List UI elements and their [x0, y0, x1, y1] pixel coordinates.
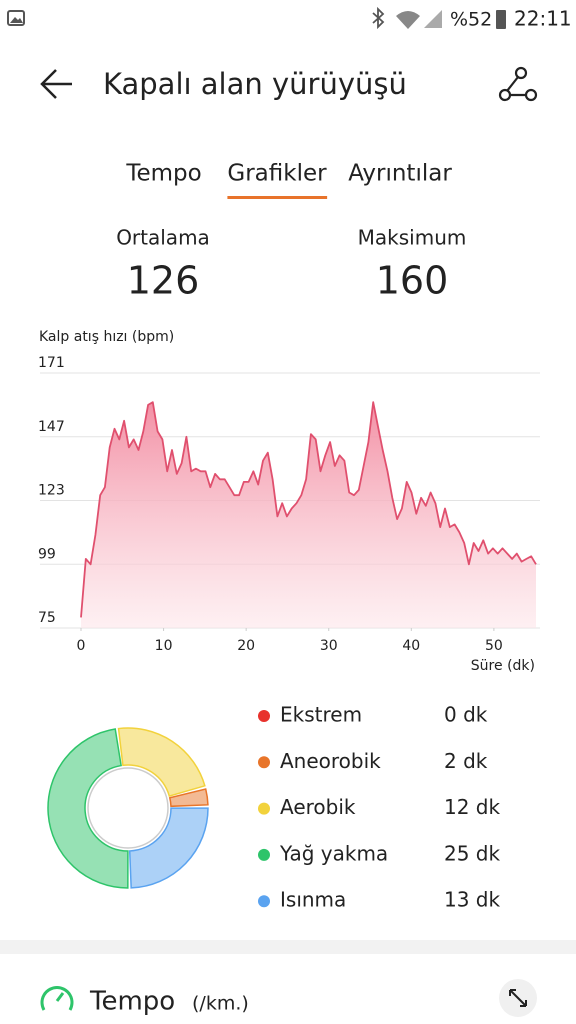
legend-dot: [258, 802, 270, 815]
back-button[interactable]: [40, 69, 72, 99]
gauge-needle: [55, 992, 65, 1002]
wifi-icon: [396, 11, 420, 29]
expand-arrows: [509, 989, 527, 1007]
x-tick-label: 40: [402, 638, 420, 654]
zone-duration: 25 dk: [444, 841, 501, 865]
x-tick-label: 10: [155, 638, 173, 654]
zone-segment: [128, 807, 209, 889]
share-button[interactable]: [498, 66, 538, 102]
heart-rate-line: [80, 401, 537, 618]
zone-duration: 12 dk: [444, 795, 501, 819]
tab[interactable]: Ayrıntılar: [348, 161, 452, 187]
legend-label: Aerobik: [280, 795, 356, 819]
y-tick-label: 75: [38, 610, 56, 626]
y-tick-label: 147: [38, 419, 65, 435]
tempo-icon: [40, 986, 74, 1011]
zone-duration: 0 dk: [444, 703, 488, 727]
donut-inner-ring: [87, 767, 169, 849]
section-unit: (/km.): [192, 993, 249, 1015]
x-tick-label: 50: [485, 638, 503, 654]
zone-segment: [117, 727, 206, 797]
share-node: [498, 88, 512, 102]
section-title: Tempo: [89, 987, 175, 1017]
legend-label: Yağ yakma: [279, 841, 388, 865]
stat-value: 126: [127, 259, 200, 303]
legend-label: Ekstrem: [280, 703, 362, 727]
legend-dot: [258, 710, 270, 722]
tab[interactable]: Grafikler: [227, 161, 327, 187]
y-tick-label: 123: [38, 483, 65, 499]
gauge-arc: [40, 986, 74, 1011]
legend-dot: [258, 895, 270, 908]
gallery-icon: [7, 10, 25, 26]
x-tick-label: 30: [320, 638, 338, 654]
y-axis-label: Kalp atış hızı (bpm): [39, 329, 174, 345]
x-tick-label: 20: [237, 638, 255, 654]
gallery-icon-inner: [10, 17, 23, 23]
share-node: [514, 66, 528, 80]
stat-value: 160: [376, 259, 449, 303]
stat-label: Maksimum: [358, 226, 467, 250]
stat-label: Ortalama: [116, 226, 210, 250]
legend-dot: [258, 756, 270, 769]
zone-segment: [168, 788, 209, 808]
share-lines: [506, 76, 526, 97]
bluetooth-icon: [372, 6, 385, 30]
x-axis-label: Süre (dk): [471, 658, 535, 674]
legend-label: Isınma: [280, 888, 346, 912]
legend-label: Aneorobik: [280, 749, 381, 773]
zone-duration: 2 dk: [444, 749, 488, 773]
battery-icon: [496, 10, 506, 29]
expand-button[interactable]: [499, 979, 537, 1017]
clock: 22:11: [514, 7, 572, 31]
tab[interactable]: Tempo: [125, 161, 201, 187]
y-tick-label: 171: [38, 355, 65, 371]
section-divider: [0, 940, 576, 954]
x-tick-label: 0: [77, 638, 86, 654]
share-node: [524, 88, 538, 102]
zone-duration: 13 dk: [444, 888, 501, 912]
page-title: Kapalı alan yürüyüşü: [103, 67, 407, 101]
y-tick-label: 99: [38, 546, 56, 562]
zone-segment: [47, 728, 129, 889]
signal-icon: [424, 10, 442, 28]
battery-percent: %52: [450, 9, 492, 31]
area-fill: [81, 402, 536, 628]
legend-dot: [258, 848, 270, 861]
status-bar: %52 22:11: [7, 6, 572, 31]
tab-indicator: [227, 196, 328, 199]
